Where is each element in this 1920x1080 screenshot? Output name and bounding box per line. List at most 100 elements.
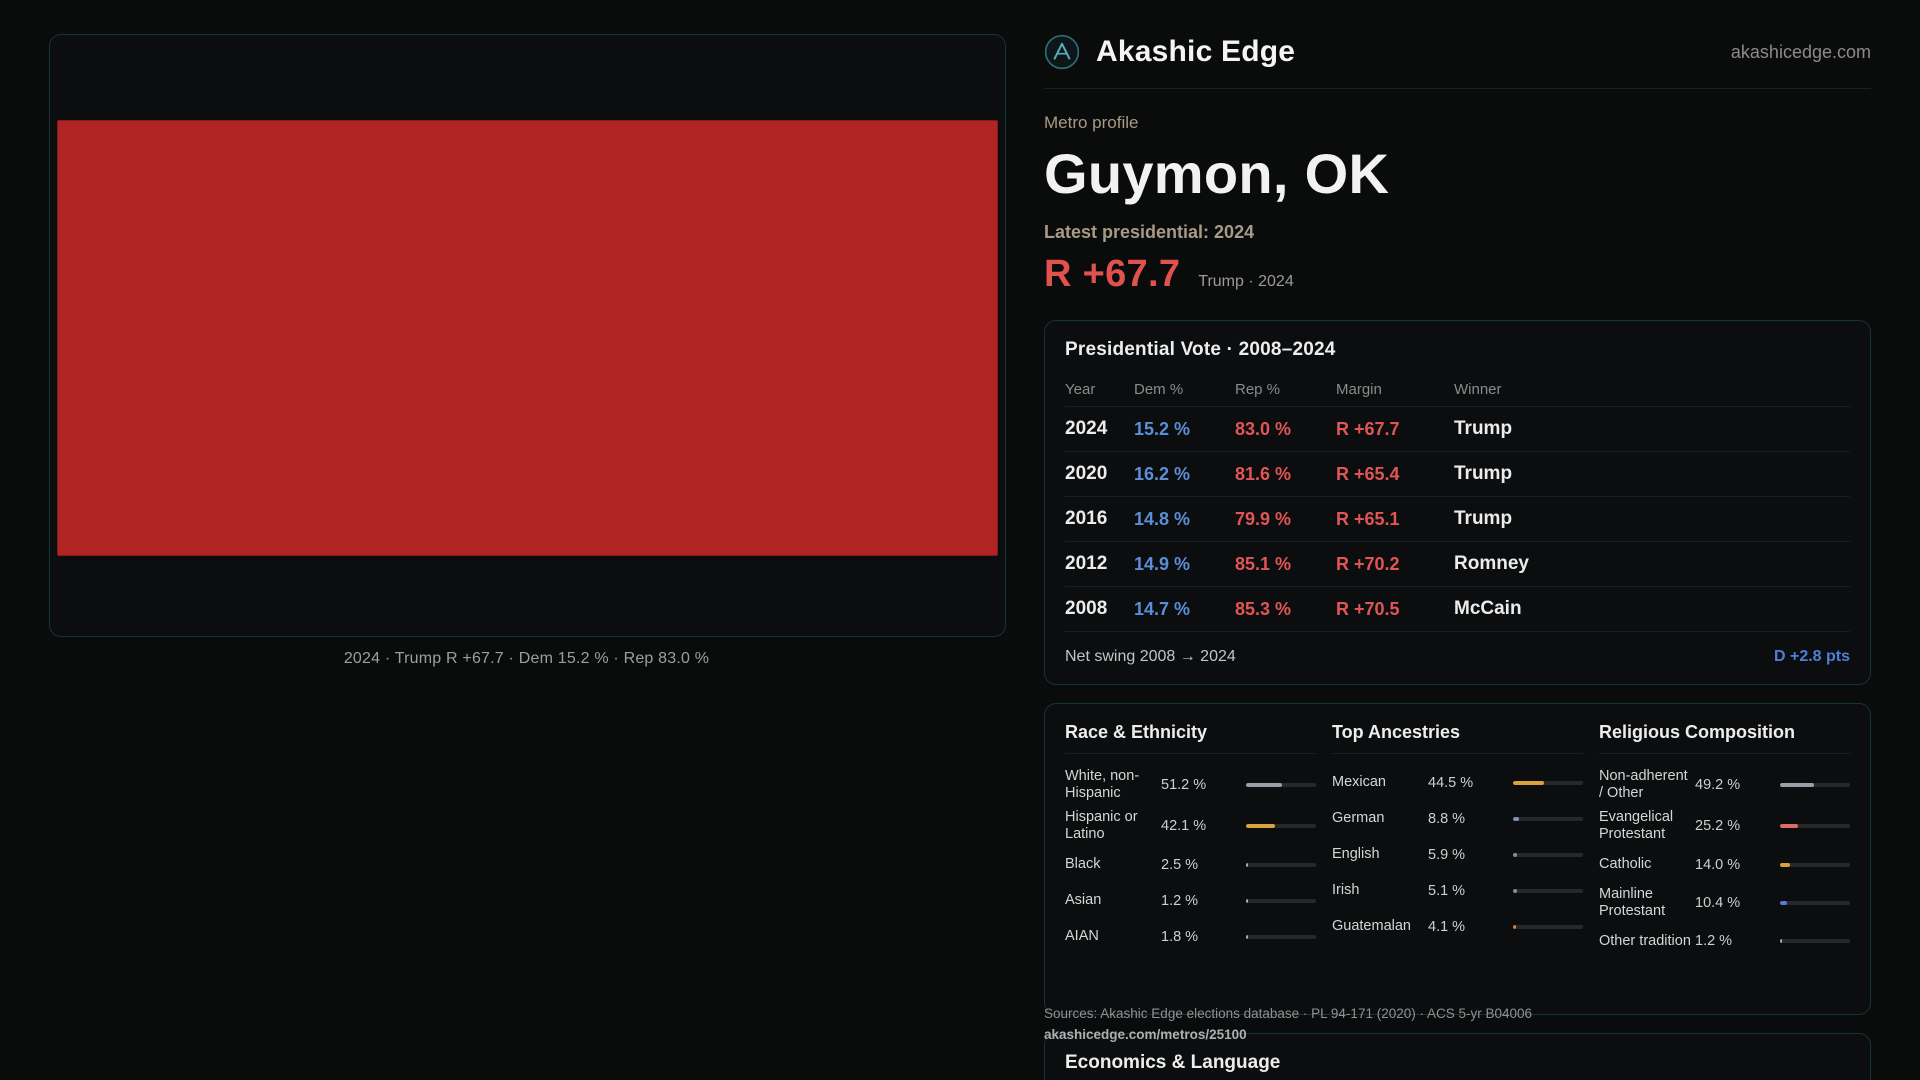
economics-title: Economics & Language [1065, 1052, 1850, 1080]
demo-value: 4.1 % [1428, 919, 1466, 935]
vote-year: 2012 [1065, 553, 1108, 574]
religion-column: Religious Composition Non-adherent / Oth… [1599, 722, 1850, 996]
county-map-shape [57, 120, 998, 556]
demo-label: Mainline Protestant [1599, 885, 1666, 919]
demo-label: English [1332, 846, 1380, 863]
vote-year: 2008 [1065, 598, 1108, 619]
headline-margin-context: Trump · 2024 [1198, 273, 1294, 290]
vote-row: 2020 16.2 % 81.6 % R +65.4 Trump [1065, 452, 1850, 497]
demo-label: Guatemalan [1332, 918, 1411, 935]
vote-year: 2016 [1065, 508, 1108, 529]
col-winner: Winner [1454, 381, 1502, 398]
vote-dem-pct: 14.7 % [1134, 598, 1191, 619]
col-dem: Dem % [1134, 381, 1184, 398]
presidential-vote-card: Presidential Vote · 2008–2024 Year Dem %… [1044, 320, 1871, 685]
demo-value: 14.0 % [1695, 856, 1741, 873]
demo-row: Other tradition 1.2 % [1599, 926, 1850, 956]
vote-winner: McCain [1454, 598, 1522, 619]
demo-label: AIAN [1065, 927, 1099, 944]
demo-bar-fill [1513, 781, 1545, 785]
headline-margin-row: R +67.7 Trump · 2024 [1044, 253, 1871, 296]
vote-margin: R +67.7 [1336, 418, 1400, 439]
demo-row: Guatemalan 4.1 % [1332, 912, 1583, 942]
vote-card-title: Presidential Vote · 2008–2024 [1065, 339, 1336, 360]
vote-year: 2020 [1065, 463, 1108, 484]
demo-bar-fill [1780, 824, 1798, 829]
demo-bar-track [1513, 781, 1583, 785]
demo-value: 5.1 % [1428, 883, 1466, 899]
demo-bar-track [1513, 925, 1583, 929]
page-title: Guymon, OK [1044, 142, 1390, 205]
vote-rep-pct: 79.9 % [1235, 508, 1292, 529]
demo-bar-track [1513, 853, 1583, 857]
right-column: Akashic Edge akashicedge.com Metro profi… [1044, 0, 1871, 1080]
metro-profile-kicker: Metro profile [1044, 113, 1139, 132]
vote-table-header: Year Dem % Rep % Margin Winner [1065, 373, 1850, 407]
vote-dem-pct: 14.9 % [1134, 553, 1191, 574]
demo-value: 25.2 % [1695, 818, 1741, 835]
demo-bar-track [1513, 817, 1583, 821]
vote-margin: R +65.4 [1336, 463, 1400, 484]
page-footer: Sources: Akashic Edge elections database… [1044, 1004, 1532, 1046]
demo-row: Evangelical Protestant 25.2 % [1599, 809, 1850, 844]
demo-bar-fill [1246, 824, 1276, 829]
demo-label: Irish [1332, 882, 1360, 899]
demo-label: German [1332, 810, 1385, 827]
vote-row: 2008 14.7 % 85.3 % R +70.5 McCain [1065, 587, 1850, 632]
vote-winner: Romney [1454, 553, 1529, 574]
vote-year: 2024 [1065, 418, 1108, 439]
headline-margin-value: R +67.7 [1044, 253, 1181, 295]
demo-label: Black [1065, 855, 1101, 872]
vote-rep-pct: 83.0 % [1235, 418, 1292, 439]
race-ethnicity-title: Race & Ethnicity [1065, 722, 1316, 754]
demo-row: Mainline Protestant 10.4 % [1599, 886, 1850, 921]
vote-dem-pct: 15.2 % [1134, 418, 1191, 439]
demo-row: Asian 1.2 % [1065, 886, 1316, 916]
demo-row: Non-adherent / Other 49.2 % [1599, 768, 1850, 803]
demo-row: AIAN 1.8 % [1065, 922, 1316, 952]
demo-row: German 8.8 % [1332, 804, 1583, 834]
demo-bar-fill [1513, 817, 1520, 821]
demo-value: 42.1 % [1161, 818, 1207, 835]
demo-row: Mexican 44.5 % [1332, 768, 1583, 798]
demo-row: English 5.9 % [1332, 840, 1583, 870]
demo-label: Mexican [1332, 774, 1386, 791]
vote-dem-pct: 14.8 % [1134, 508, 1191, 529]
economics-card: Economics & Language Median HH income $4… [1044, 1033, 1871, 1080]
brand-logo-icon [1044, 34, 1080, 70]
permalink[interactable]: akashicedge.com/metros/25100 [1044, 1026, 1247, 1042]
demo-value: 1.2 % [1695, 933, 1733, 950]
demo-label: Non-adherent / Other [1599, 768, 1688, 802]
demo-bar-track [1246, 824, 1316, 829]
demo-bar-fill [1780, 939, 1782, 944]
demo-value: 44.5 % [1428, 775, 1474, 791]
vote-winner: Trump [1454, 508, 1513, 529]
demo-value: 8.8 % [1428, 811, 1466, 827]
demo-row: White, non-Hispanic 51.2 % [1065, 768, 1316, 803]
religion-title: Religious Composition [1599, 722, 1850, 754]
vote-row: 2024 15.2 % 83.0 % R +67.7 Trump [1065, 407, 1850, 452]
demo-bar-fill [1246, 783, 1282, 788]
demo-value: 10.4 % [1695, 894, 1741, 911]
demo-label: Hispanic or Latino [1065, 808, 1138, 843]
top-ancestries-title: Top Ancestries [1332, 722, 1583, 754]
vote-margin: R +65.1 [1336, 508, 1400, 529]
demo-label: Asian [1065, 891, 1102, 908]
demo-value: 1.8 % [1161, 928, 1199, 945]
vote-margin: R +70.5 [1336, 598, 1400, 619]
demo-value: 51.2 % [1161, 777, 1207, 794]
demo-bar-track [1780, 824, 1850, 829]
vote-row: 2012 14.9 % 85.1 % R +70.2 Romney [1065, 542, 1850, 587]
latest-election-label: Latest presidential: 2024 [1044, 222, 1255, 242]
demo-row: Hispanic or Latino 42.1 % [1065, 809, 1316, 844]
demo-value: 49.2 % [1695, 777, 1741, 794]
demo-label: Catholic [1599, 855, 1652, 872]
demo-bar-fill [1780, 783, 1815, 788]
top-ancestries-column: Top Ancestries Mexican 44.5 % German 8.8… [1332, 722, 1583, 996]
demo-bar-fill [1246, 934, 1248, 939]
demo-label: Evangelical Protestant [1599, 808, 1674, 843]
brand-domain-link[interactable]: akashicedge.com [1730, 41, 1871, 62]
col-rep: Rep % [1235, 381, 1281, 398]
net-swing-label: Net swing 2008 → 2024 [1065, 648, 1236, 665]
